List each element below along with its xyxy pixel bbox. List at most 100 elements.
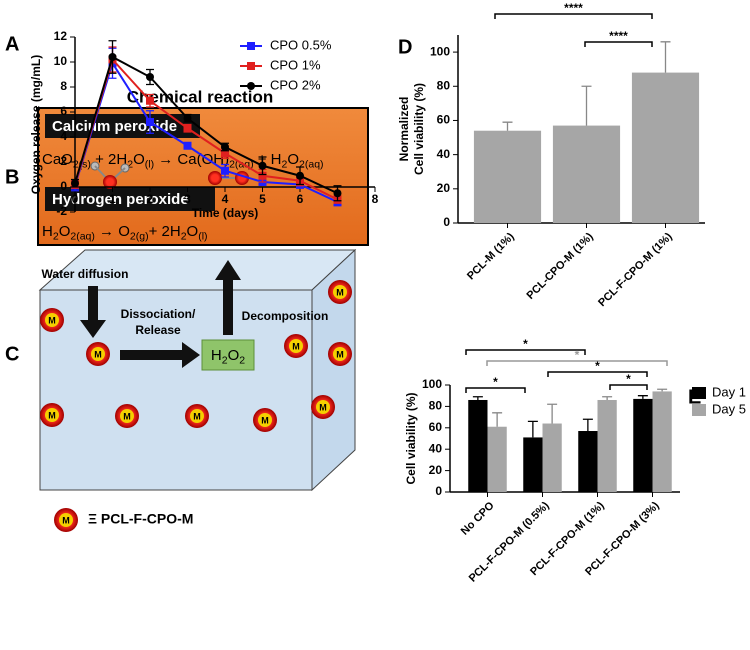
x-tick-label: PCL-M (1%) bbox=[465, 230, 517, 282]
panel-label: A bbox=[5, 33, 19, 55]
x-tick-label: 8 bbox=[372, 192, 379, 206]
point bbox=[183, 124, 192, 133]
y-axis-label: Cell viability (%) bbox=[412, 83, 426, 175]
formula-part: 2 bbox=[181, 230, 187, 242]
x-tick-label: 3 bbox=[184, 192, 191, 206]
formula-part: O bbox=[187, 223, 199, 240]
y-tick-label: 80 bbox=[429, 399, 443, 413]
sphere-label: M bbox=[62, 515, 70, 525]
point bbox=[221, 166, 229, 175]
formula-part: 2 bbox=[127, 158, 133, 170]
formula-part: 2 bbox=[239, 354, 245, 366]
bar bbox=[542, 423, 562, 492]
microsphere-core bbox=[258, 413, 272, 427]
y-tick-label: 2 bbox=[60, 154, 67, 168]
y-axis-label: Normalized bbox=[397, 97, 411, 162]
significance-label: * bbox=[523, 337, 528, 351]
product-box bbox=[201, 339, 255, 371]
y-tick-label: 100 bbox=[430, 44, 450, 58]
step-name: Calcium peroxide bbox=[52, 118, 177, 135]
error-bar bbox=[581, 85, 592, 126]
y-tick-label: 8 bbox=[60, 79, 67, 93]
formula-part: + 2H bbox=[91, 151, 127, 168]
error-bar bbox=[547, 403, 558, 424]
point bbox=[108, 53, 117, 61]
bar bbox=[633, 398, 653, 492]
legend-marker bbox=[247, 62, 255, 70]
formula-part: 2(aq) bbox=[299, 158, 324, 170]
line bbox=[74, 55, 338, 195]
microsphere-core bbox=[45, 313, 59, 327]
sphere-label: M bbox=[292, 341, 300, 351]
point bbox=[296, 171, 304, 180]
formula-part: 2 bbox=[222, 354, 228, 366]
panel-label: B bbox=[5, 166, 19, 188]
error-bar bbox=[657, 388, 668, 392]
y-tick-label: 60 bbox=[437, 113, 451, 127]
y-tick-label: 100 bbox=[422, 377, 442, 391]
point bbox=[183, 114, 192, 123]
y-tick-label: 80 bbox=[437, 78, 451, 92]
line bbox=[74, 57, 338, 201]
legend-swatch bbox=[692, 387, 706, 399]
y-tick-label: 0 bbox=[435, 484, 442, 498]
legend-swatch bbox=[692, 404, 706, 416]
sphere-label: M bbox=[48, 315, 56, 325]
scheme-legend: Ξ PCL-F-CPO-M bbox=[88, 511, 193, 527]
significance-bracket bbox=[465, 349, 586, 355]
sphere-label: M bbox=[261, 415, 269, 425]
y-axis-label: Oxygen release (mg/mL) bbox=[29, 55, 43, 194]
arrow bbox=[120, 342, 200, 368]
x-tick-label: 1 bbox=[109, 192, 116, 206]
legend-label: Day 1 bbox=[712, 384, 746, 399]
formula-part: CaO bbox=[42, 151, 73, 168]
legend-label: Day 5 bbox=[712, 401, 746, 416]
step-name: Hydrogen peroxide bbox=[52, 191, 189, 208]
x-tick-label: PCL-CPO-M (1%) bbox=[525, 230, 596, 301]
sphere-label: M bbox=[336, 349, 344, 359]
panel-c: C Water diffusion Dissociation/ Release … bbox=[5, 161, 357, 532]
point bbox=[146, 118, 154, 126]
sphere-label: M bbox=[123, 411, 131, 421]
formula-part: (l) bbox=[145, 158, 154, 170]
formula-part: H bbox=[42, 223, 53, 240]
error-bar bbox=[582, 418, 593, 432]
formula-part: 2(g) bbox=[130, 230, 149, 242]
point bbox=[221, 149, 229, 158]
y-tick-label: 12 bbox=[54, 29, 68, 43]
x-axis-label: Time (days) bbox=[192, 206, 258, 220]
formula: H2O2 bbox=[211, 347, 245, 366]
significance-label: * bbox=[493, 375, 498, 389]
x-tick-label: 5 bbox=[259, 192, 266, 206]
sphere-label: M bbox=[94, 349, 102, 359]
point bbox=[146, 96, 154, 105]
formula-part: 2 bbox=[53, 230, 59, 242]
x-tick-label: 2 bbox=[147, 192, 154, 206]
bar bbox=[523, 437, 543, 492]
legend-marker bbox=[247, 82, 255, 90]
y-tick-label: -2 bbox=[56, 204, 67, 218]
y-tick-label: 20 bbox=[437, 181, 451, 195]
point bbox=[146, 73, 154, 81]
formula-part: (l) bbox=[198, 230, 207, 242]
microsphere-core bbox=[120, 409, 134, 423]
formula-part: 2(aq) bbox=[70, 230, 95, 242]
point bbox=[183, 141, 192, 150]
scheme-text: Dissociation/ bbox=[121, 307, 196, 321]
point bbox=[71, 179, 79, 188]
arrow bbox=[215, 260, 241, 335]
significance-label: * bbox=[595, 359, 600, 373]
formula-part: O bbox=[59, 223, 71, 240]
microsphere-core bbox=[333, 285, 347, 299]
error-bar bbox=[602, 396, 613, 400]
panel-label: C bbox=[5, 343, 19, 365]
x-tick-label: 4 bbox=[222, 192, 229, 206]
point bbox=[221, 143, 229, 151]
significance-bracket bbox=[494, 13, 653, 19]
error-bar bbox=[660, 41, 671, 73]
microsphere-core bbox=[289, 339, 303, 353]
scheme-text: Release bbox=[135, 323, 181, 337]
oxygen bbox=[208, 171, 222, 185]
legend-label: CPO 1% bbox=[270, 57, 321, 72]
